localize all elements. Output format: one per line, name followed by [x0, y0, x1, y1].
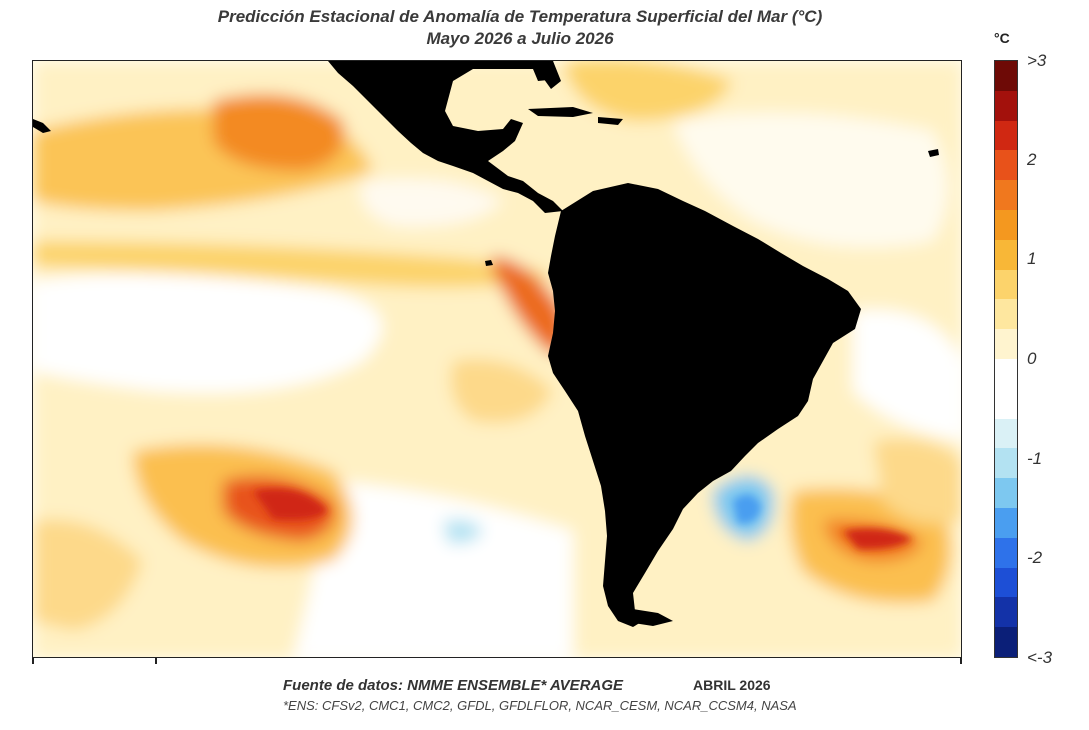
- colorbar-segment-15: [995, 507, 1017, 538]
- colorbar-segment-12: [995, 418, 1017, 449]
- axis-tick-left: [32, 658, 34, 664]
- colorbar-segment-2: [995, 120, 1017, 151]
- colorbar-segment-13: [995, 448, 1017, 479]
- sst-anomaly-map: [32, 60, 962, 658]
- colorbar-label-neg2: -2: [1027, 548, 1043, 567]
- issue-date: ABRIL 2026: [693, 677, 771, 693]
- colorbar-segment-8: [995, 299, 1017, 330]
- hot-core-north-pacific: [213, 94, 345, 171]
- warm-patch-peru-offshore: [450, 359, 553, 423]
- axis-tick: [155, 658, 157, 664]
- caribbean-island-1: [528, 107, 593, 117]
- neutral-zone-south-pacific: [293, 481, 573, 657]
- colorbar-segment-17: [995, 567, 1017, 598]
- neutral-zone-south-atlantic: [853, 309, 961, 441]
- colorbar-unit: °C: [994, 30, 1010, 46]
- colorbar-segment-4: [995, 180, 1017, 210]
- cold-core-argentine-shelf: [733, 494, 761, 524]
- neutral-zone-gulf: [361, 178, 503, 227]
- very-hot-core-southeast-pacific: [253, 488, 328, 520]
- warm-patch-southwest-atlantic: [873, 438, 961, 524]
- map-canvas: [33, 61, 961, 657]
- colorbar-segment-9: [995, 329, 1017, 359]
- colorbar-segment-14: [995, 478, 1017, 508]
- galapagos: [485, 260, 493, 266]
- colorbar-segment-18: [995, 597, 1017, 628]
- colorbar-segment-0: [995, 61, 1017, 91]
- colorbar-segment-7: [995, 269, 1017, 300]
- colorbar-segment-3: [995, 150, 1017, 181]
- colorbar-segment-19: [995, 627, 1017, 657]
- south-america-landmass: [548, 183, 861, 627]
- colorbar: [994, 60, 1018, 658]
- ensemble-models: *ENS: CFSv2, CMC1, CMC2, GFDL, GFDLFLOR,…: [283, 698, 797, 713]
- colorbar-segment-1: [995, 90, 1017, 121]
- cool-patch-south-pacific: [443, 519, 483, 544]
- colorbar-label-0: 0: [1027, 349, 1037, 368]
- land: [33, 61, 939, 627]
- colorbar-label-min: <-3: [1027, 648, 1053, 667]
- map-title: Predicción Estacional de Anomalía de Tem…: [217, 7, 823, 26]
- colorbar-label-2: 2: [1027, 150, 1037, 169]
- data-source: Fuente de datos: NMME ENSEMBLE* AVERAGE: [283, 677, 624, 694]
- very-hot-core-south-atlantic: [843, 528, 913, 550]
- title-block: Predicción Estacional de Anomalía de Tem…: [0, 6, 1040, 50]
- hawaii-edge: [33, 119, 51, 133]
- colorbar-segment-16: [995, 537, 1017, 568]
- neutral-zone-central-pacific: [33, 273, 383, 393]
- neutral-zone-tropical-atlantic: [673, 113, 948, 248]
- caribbean-island-2: [598, 117, 623, 125]
- map-subtitle: Mayo 2026 a Julio 2026: [426, 29, 614, 48]
- colorbar-label-neg1: -1: [1027, 449, 1043, 468]
- florida: [533, 61, 561, 89]
- hot-core-peru-coast: [491, 256, 567, 356]
- colorbar-segment-11: [995, 388, 1017, 419]
- colorbar-segment-6: [995, 239, 1017, 270]
- warm-patch-caribbean: [563, 61, 733, 121]
- colorbar-segment-10: [995, 358, 1017, 389]
- colorbar-label-max: >3: [1027, 51, 1047, 70]
- warm-patch-west-south-pacific: [33, 519, 143, 631]
- tierra-del-fuego: [633, 609, 673, 626]
- axis-tick-right: [960, 658, 962, 664]
- colorbar-label-1: 1: [1027, 249, 1037, 268]
- atlantic-island: [928, 149, 939, 157]
- colorbar-segment-5: [995, 209, 1017, 240]
- north-central-america-landmass: [328, 61, 563, 213]
- warm-belt-equatorial: [33, 241, 553, 288]
